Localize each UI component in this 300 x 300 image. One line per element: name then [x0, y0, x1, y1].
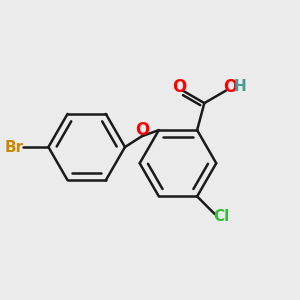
Text: H: H: [234, 79, 247, 94]
Text: Br: Br: [5, 140, 24, 154]
Text: Cl: Cl: [213, 209, 230, 224]
Text: O: O: [172, 78, 186, 96]
Text: O: O: [135, 121, 149, 139]
Text: O: O: [224, 78, 238, 96]
